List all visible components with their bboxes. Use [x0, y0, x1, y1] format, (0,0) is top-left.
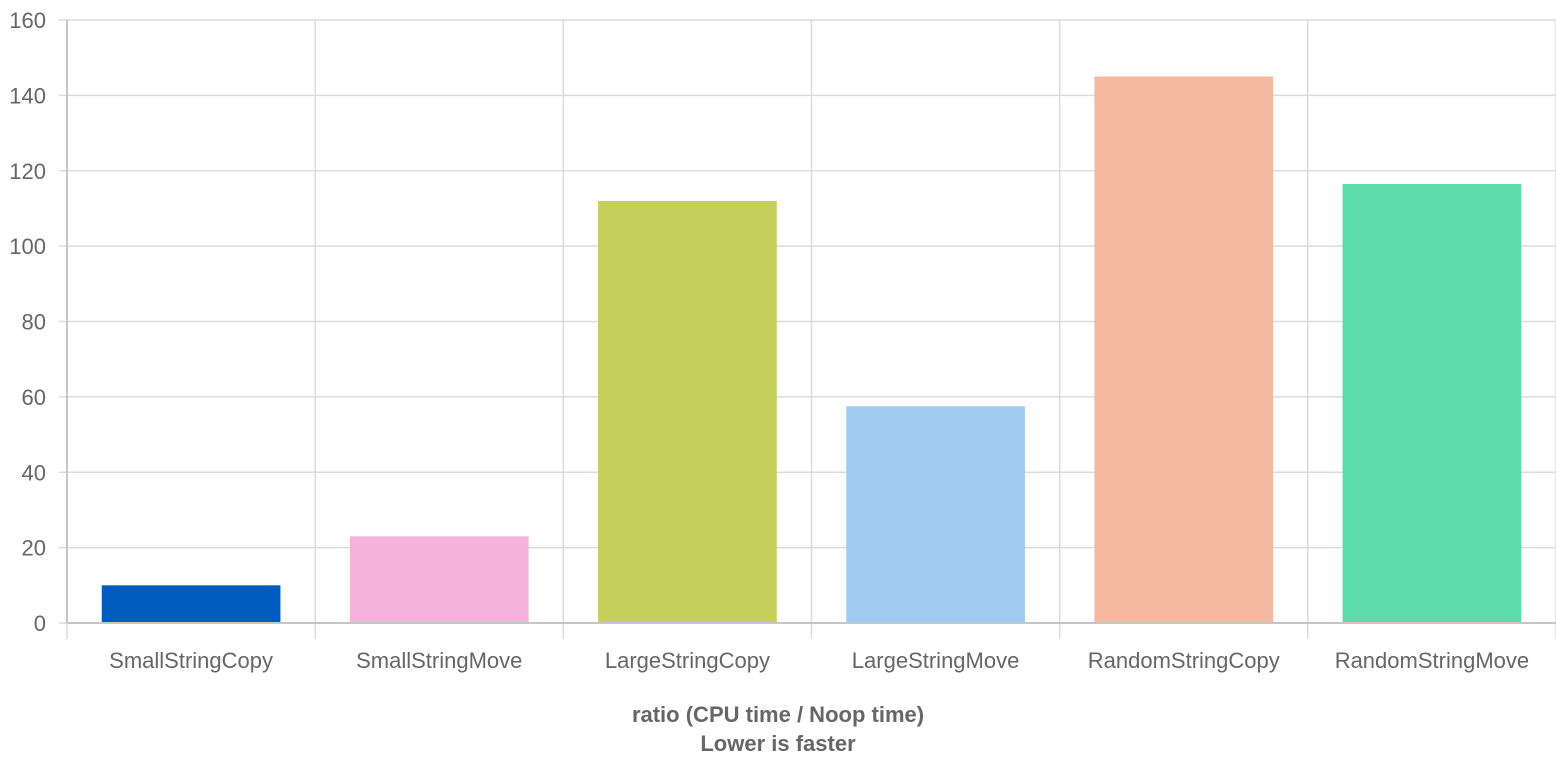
x-tick-label: LargeStringMove: [852, 648, 1020, 673]
x-axis-caption-line-1: ratio (CPU time / Noop time): [632, 702, 924, 727]
bar-SmallStringCopy: [101, 585, 281, 623]
bars: [101, 76, 1522, 624]
y-tick-label: 100: [9, 234, 46, 259]
y-tick-labels: 0 20 40 60 80 100 120 140 160: [9, 8, 46, 636]
bar-RandomStringCopy: [1094, 76, 1274, 623]
bar-LargeStringMove: [846, 406, 1025, 623]
bar-RandomStringMove: [1342, 183, 1522, 624]
bar-SmallStringMove: [349, 536, 529, 623]
x-tick-label: LargeStringCopy: [605, 648, 770, 673]
x-tick-label: SmallStringCopy: [109, 648, 273, 673]
grid: [59, 19, 1556, 639]
y-tick-label: 120: [9, 159, 46, 184]
x-tick-label: SmallStringMove: [356, 648, 522, 673]
y-tick-label: 40: [22, 460, 46, 485]
y-tick-label: 20: [22, 536, 46, 561]
x-tick-labels: SmallStringCopy SmallStringMove LargeStrin…: [109, 648, 1529, 673]
x-tick-label: RandomStringCopy: [1088, 648, 1280, 673]
y-tick-label: 0: [34, 611, 46, 636]
y-tick-label: 140: [9, 83, 46, 108]
x-axis-caption-line-2: Lower is faster: [700, 731, 856, 756]
x-tick-label: RandomStringMove: [1335, 648, 1529, 673]
y-tick-label: 60: [22, 385, 46, 410]
axes: [66, 20, 1556, 624]
y-tick-label: 160: [9, 8, 46, 33]
y-tick-label: 80: [22, 310, 46, 335]
bar-LargeStringCopy: [598, 200, 777, 623]
